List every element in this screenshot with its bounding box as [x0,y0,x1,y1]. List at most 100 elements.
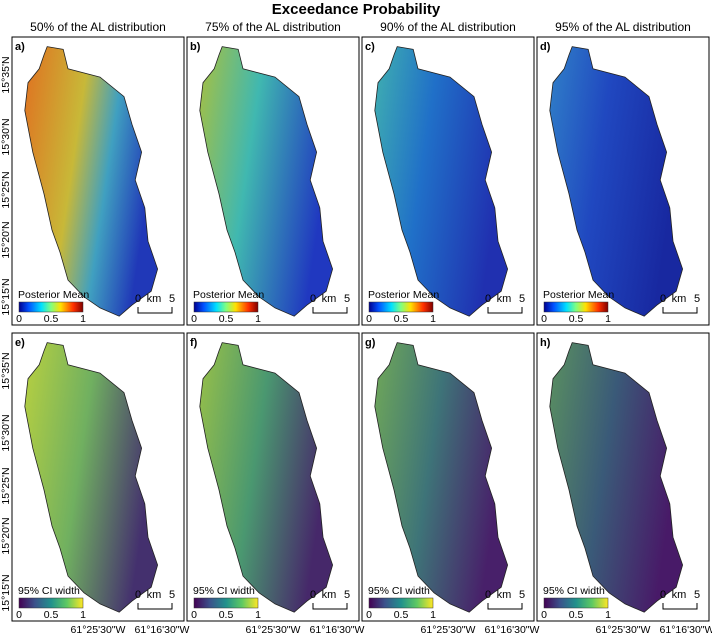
colorbar-tick-label: 1 [80,313,86,325]
legend-title: Posterior Mean [368,289,439,301]
scale-end: 5 [519,293,525,305]
colorbar-tick-label: 0 [191,609,197,621]
scale-unit: km [322,293,337,305]
x-axis-label: 61°16'30"W [310,624,365,636]
y-axis-label: 15°20'N [0,517,12,554]
column-header: 95% of the AL distribution [555,20,691,34]
column-header: 50% of the AL distribution [30,20,166,34]
colorbar-tick-label: 1 [255,609,261,621]
scale-start: 0 [310,293,316,305]
island-map [374,342,509,613]
scale-unit: km [672,589,687,601]
island-map [549,46,684,317]
scale-end: 5 [169,293,175,305]
x-axis-label: 61°25'30"W [421,624,476,636]
colorbar-tick-label: 0 [541,313,547,325]
island-map [199,342,334,613]
colorbar [18,301,84,313]
scale-unit: km [497,589,512,601]
legend-title: 95% CI width [543,585,605,597]
colorbar-tick-label: 1 [605,609,611,621]
colorbar-tick-label: 1 [430,609,436,621]
scale-unit: km [147,589,162,601]
y-axis-label: 15°30'N [0,414,12,451]
scale-end: 5 [519,589,525,601]
scale-start: 0 [660,293,666,305]
scale-end: 5 [694,293,700,305]
scale-start: 0 [660,589,666,601]
colorbar-tick-label: 1 [430,313,436,325]
colorbar [18,597,84,609]
colorbar-tick-label: 0.5 [569,609,584,621]
colorbar-tick-label: 0 [16,609,22,621]
scale-bar [662,307,698,314]
legend-title: 95% CI width [193,585,255,597]
colorbar-tick-label: 0.5 [44,609,59,621]
scale-bar [487,603,523,610]
column-header: 75% of the AL distribution [205,20,341,34]
x-axis-label: 61°25'30"W [71,624,126,636]
colorbar-tick-label: 0.5 [44,313,59,325]
y-axis-label: 15°20'N [0,221,12,258]
legend-title: Posterior Mean [543,289,614,301]
y-axis-label: 15°15'N [0,278,12,315]
colorbar-tick-label: 1 [80,609,86,621]
x-axis-label: 61°16'30"W [660,624,712,636]
scale-end: 5 [344,293,350,305]
legend-title: Posterior Mean [193,289,264,301]
x-axis-label: 61°25'30"W [596,624,651,636]
scale-unit: km [672,293,687,305]
legend-title: Posterior Mean [18,289,89,301]
panel-label: e) [15,337,25,349]
island-map [24,342,159,613]
colorbar-tick-label: 1 [255,313,261,325]
y-axis-label: 15°25'N [0,467,12,504]
island-map [549,342,684,613]
scale-unit: km [322,589,337,601]
scale-bar [662,603,698,610]
panel-label: c) [365,41,375,53]
colorbar-tick-label: 0.5 [394,609,409,621]
colorbar [193,301,259,313]
colorbar [368,301,434,313]
colorbar-tick-label: 0 [191,313,197,325]
y-axis-label: 15°30'N [0,118,12,155]
scale-start: 0 [310,589,316,601]
scale-unit: km [497,293,512,305]
island-map [24,46,159,317]
y-axis-label: 15°35'N [0,352,12,389]
scale-start: 0 [485,589,491,601]
colorbar [193,597,259,609]
panel-label: d) [540,41,551,53]
colorbar-tick-label: 0 [366,609,372,621]
colorbar-tick-label: 0.5 [219,609,234,621]
island-map [374,46,509,317]
panel-label: h) [540,337,551,349]
scale-bar [487,307,523,314]
colorbar [368,597,434,609]
figure-title: Exceedance Probability [272,1,441,18]
colorbar-tick-label: 1 [605,313,611,325]
scale-bar [312,603,348,610]
scale-bar [312,307,348,314]
scale-bar [137,603,173,610]
colorbar-tick-label: 0.5 [219,313,234,325]
colorbar-tick-label: 0 [16,313,22,325]
y-axis-label: 15°25'N [0,171,12,208]
colorbar-tick-label: 0 [541,609,547,621]
scale-end: 5 [694,589,700,601]
colorbar [543,301,609,313]
legend-title: 95% CI width [368,585,430,597]
scale-end: 5 [344,589,350,601]
scale-start: 0 [135,293,141,305]
x-axis-label: 61°16'30"W [135,624,190,636]
panel-label: b) [190,41,201,53]
island-map [199,46,334,317]
colorbar-tick-label: 0.5 [569,313,584,325]
scale-start: 0 [135,589,141,601]
column-header: 90% of the AL distribution [380,20,516,34]
x-axis-label: 61°16'30"W [485,624,540,636]
colorbar-tick-label: 0 [366,313,372,325]
colorbar-tick-label: 0.5 [394,313,409,325]
